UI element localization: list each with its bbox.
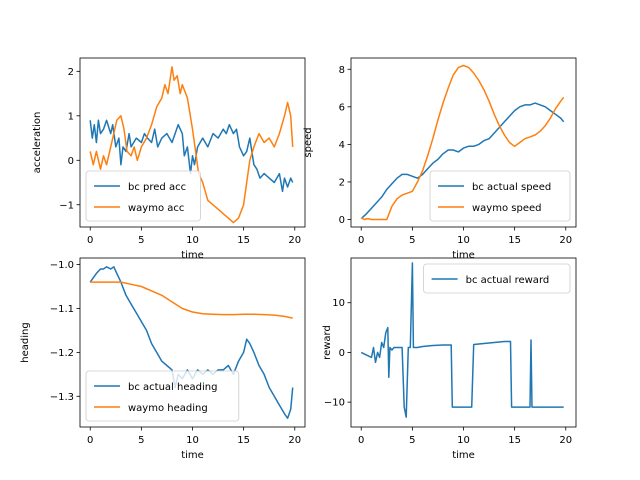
series-line-1 xyxy=(360,102,565,220)
y-tick-label: 0 xyxy=(339,215,345,226)
y-tick-label: 4 xyxy=(339,140,345,151)
legend-box xyxy=(85,170,201,222)
x-tick-label: 20 xyxy=(288,435,301,446)
y-tick-label: 0 xyxy=(339,348,345,359)
legend-label: waymo speed xyxy=(472,203,541,214)
x-tick-label: 20 xyxy=(559,435,572,446)
y-tick-label: 6 xyxy=(339,102,345,113)
y-tick-label: −1 xyxy=(59,200,74,211)
subplot-2: 0 5 10 15 20 0 2 4 6 8 time speed bc actual speed way… xyxy=(303,57,577,261)
y-tick-label: −10 xyxy=(324,398,345,409)
x-tick-label: 0 xyxy=(358,235,364,246)
y-axis-label: acceleration xyxy=(32,112,43,174)
x-axis-label: time xyxy=(181,450,204,461)
y-axis-label: heading xyxy=(20,322,31,362)
y-tick-label: −1.3 xyxy=(50,392,74,403)
y-axis-label: speed xyxy=(303,127,314,157)
legend-label: waymo acc xyxy=(128,203,184,214)
legend-label: bc actual heading xyxy=(128,382,217,393)
series-line-2 xyxy=(90,281,293,319)
legend-label: bc pred acc xyxy=(128,182,186,193)
subplot-1: 0 5 10 15 20 −1 0 1 2 time acceleration bc pred acc… xyxy=(32,57,306,261)
x-axis-label: time xyxy=(452,450,475,461)
x-tick-label: 15 xyxy=(508,435,521,446)
series-line-2 xyxy=(360,64,565,221)
legend-box xyxy=(423,263,571,294)
subplot-4: 0 5 10 15 20 −10 0 10 time reward bc actual reward xyxy=(322,257,577,461)
series-line-2 xyxy=(89,66,294,224)
x-tick-label: 5 xyxy=(138,435,144,446)
x-tick-label: 0 xyxy=(87,435,93,446)
x-tick-label: 0 xyxy=(358,435,364,446)
y-tick-label: −1.1 xyxy=(50,304,74,315)
x-tick-label: 5 xyxy=(409,435,415,446)
x-axis-label: time xyxy=(452,250,475,261)
x-tick-label: 20 xyxy=(559,235,572,246)
x-tick-label: 5 xyxy=(409,235,415,246)
legend-label: bc actual reward xyxy=(466,275,550,286)
legend-label: bc actual speed xyxy=(472,182,551,193)
legend-label: waymo heading xyxy=(128,403,208,414)
legend: bc pred acc waymo acc xyxy=(85,170,201,222)
y-axis-label: reward xyxy=(322,325,333,360)
legend-box xyxy=(429,170,571,222)
x-tick-label: 10 xyxy=(186,435,199,446)
x-tick-label: 15 xyxy=(508,235,521,246)
y-tick-label: −1.2 xyxy=(50,348,74,359)
y-tick-label: 1 xyxy=(68,111,74,122)
y-tick-label: 2 xyxy=(339,177,345,188)
legend: bc actual reward xyxy=(423,263,571,294)
x-tick-label: 20 xyxy=(288,235,301,246)
subplot-3: 0 5 10 15 20 −1.0 −1.1 −1.2 −1.3 time heading bc ac… xyxy=(20,257,306,461)
legend-box xyxy=(85,370,240,422)
series-line-1 xyxy=(360,262,564,418)
series-line-1 xyxy=(89,119,294,193)
legend: bc actual speed waymo speed xyxy=(429,170,571,222)
x-tick-label: 10 xyxy=(457,435,470,446)
x-tick-label: 0 xyxy=(87,235,93,246)
y-tick-label: 2 xyxy=(68,67,74,78)
y-tick-label: 8 xyxy=(339,65,345,76)
legend: bc actual heading waymo heading xyxy=(85,370,240,422)
x-tick-label: 5 xyxy=(138,235,144,246)
x-tick-label: 15 xyxy=(237,235,250,246)
series-line-1 xyxy=(89,266,294,419)
y-tick-label: 10 xyxy=(332,298,345,309)
y-tick-label: −1.0 xyxy=(50,260,74,271)
x-axis-label: time xyxy=(181,250,204,261)
y-tick-label: 0 xyxy=(68,156,74,167)
x-tick-label: 15 xyxy=(237,435,250,446)
x-tick-label: 10 xyxy=(186,235,199,246)
x-tick-label: 10 xyxy=(457,235,470,246)
